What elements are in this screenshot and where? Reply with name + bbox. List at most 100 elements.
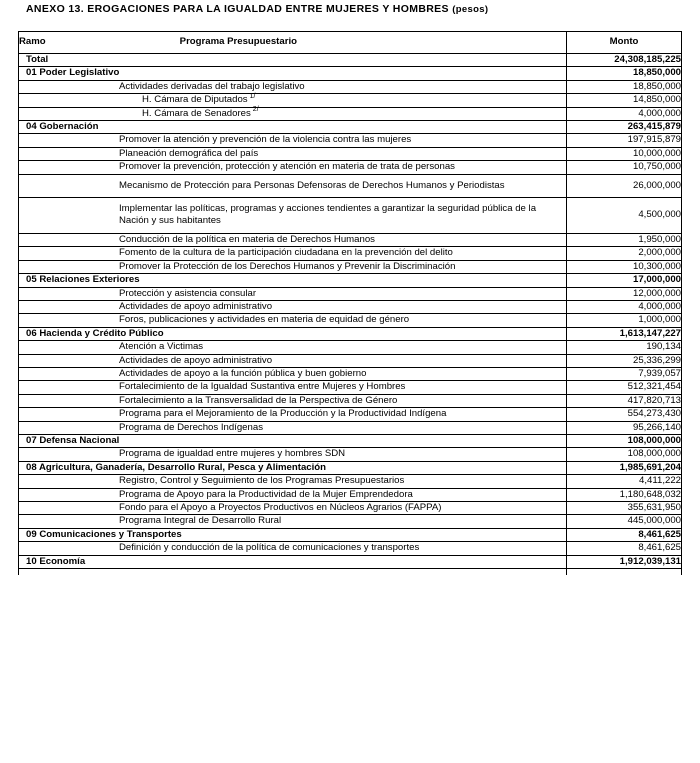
row-amount: 190,134 [566, 340, 682, 355]
table-row: 09 Comunicaciones y Transportes 8,461,625 [18, 528, 682, 543]
row-label-cell: Promover la Protección de los Derechos H… [18, 260, 567, 275]
page-title-text: ANEXO 13. EROGACIONES PARA LA IGUALDAD E… [26, 3, 449, 15]
table-row: 07 Defensa Nacional 108,000,000 [18, 434, 682, 449]
table-row: 05 Relaciones Exteriores 17,000,000 [18, 273, 682, 288]
table-row: Promover la atención y prevención de la … [18, 133, 682, 148]
row-label-cell: 05 Relaciones Exteriores [18, 273, 567, 288]
row-label-cell: Programa de igualdad entre mujeres y hom… [18, 447, 567, 462]
row-label-cell: 06 Hacienda y Crédito Público [18, 327, 567, 342]
table-row: H. Cámara de Senadores 2/4,000,000 [18, 106, 682, 122]
table-row: Promover la Protección de los Derechos H… [18, 260, 682, 275]
row-label-cell: Fondo para el Apoyo a Proyectos Producti… [18, 501, 567, 516]
table-row: Implementar las políticas, programas y a… [18, 197, 682, 234]
row-label: Fondo para el Apoyo a Proyectos Producti… [119, 502, 442, 513]
row-amount: 417,820,713 [566, 394, 682, 409]
table-header-row: Ramo Programa Presupuestario Monto [18, 31, 682, 54]
row-label: Definición y conducción de la política d… [119, 542, 420, 554]
table-row: 04 Gobernación 263,415,879 [18, 120, 682, 135]
row-amount: 26,000,000 [566, 174, 682, 199]
row-label-cell: Programa de Apoyo para la Productividad … [18, 488, 567, 503]
row-label-cell: Total [18, 53, 567, 68]
row-label-cell: Actividades de apoyo administrativo [18, 300, 567, 315]
row-amount: 355,631,950 [566, 501, 682, 516]
row-amount: 10,750,000 [566, 160, 682, 175]
row-amount: 25,336,299 [566, 354, 682, 368]
row-label-cell: Definición y conducción de la política d… [18, 541, 567, 556]
row-amount: 263,415,879 [566, 120, 682, 135]
row-label: Actividades derivadas del trabajo legisl… [119, 80, 305, 92]
row-amount: 1,180,648,032 [566, 488, 682, 503]
row-label-cell: Actividades derivadas del trabajo legisl… [18, 80, 567, 95]
row-amount: 4,500,000 [566, 197, 682, 234]
row-amount: 108,000,000 [566, 434, 682, 449]
row-amount: 1,000,000 [566, 313, 682, 328]
row-label: Programa de igualdad entre mujeres y hom… [119, 448, 346, 460]
row-label-cell: H. Cámara de Diputados 1/ [18, 93, 567, 108]
table-row: Promover la prevención, protección y ate… [18, 160, 682, 175]
row-label-cell: Implementar las políticas, programas y a… [18, 197, 567, 234]
row-label-cell: Foros, publicaciones y actividades en ma… [18, 313, 567, 328]
table-row: Total 24,308,185,225 [18, 53, 682, 68]
row-amount: 8,461,625 [566, 541, 682, 556]
row-label-cell: 04 Gobernación [18, 120, 567, 135]
table-row: Fomento de la cultura de la participació… [18, 246, 682, 261]
row-label-cell: 10 Economía [18, 555, 567, 570]
row-label: 06 Hacienda y Crédito Público [26, 327, 164, 339]
column-header-monto: Monto [566, 31, 682, 54]
row-label: Programa para el Mejoramiento de la Prod… [119, 408, 447, 420]
row-amount: 4,411,222 [566, 474, 682, 489]
row-amount: 1,950,000 [566, 233, 682, 248]
row-label: 04 Gobernación [26, 121, 99, 133]
row-amount: 108,000,000 [566, 447, 682, 462]
column-header-ramo: Ramo Programa Presupuestario [18, 31, 567, 54]
row-label-cell: Atención a Victimas [18, 340, 567, 355]
row-label: 01 Poder Legislativo [26, 67, 120, 79]
row-amount [566, 568, 682, 576]
row-amount: 554,273,430 [566, 407, 682, 422]
row-amount: 512,321,454 [566, 380, 682, 395]
table-row: Registro, Control y Seguimiento de los P… [18, 474, 682, 489]
table-body: Total 24,308,185,225 01 Poder Legislativo 1… [18, 53, 682, 576]
row-label-cell: Promover la atención y prevención de la … [18, 133, 567, 148]
table-row: Actividades de apoyo administrativo 25,33… [18, 354, 682, 368]
row-label: Planeación demográfica del país [119, 147, 259, 159]
row-label-cell: Planeación demográfica del país [18, 147, 567, 162]
row-amount: 1,912,039,131 [566, 555, 682, 570]
row-label-cell: Programa de Derechos Indígenas [18, 421, 567, 435]
row-label: Programa Integral de Desarrollo Rural [119, 515, 282, 527]
row-label: Conducción de la política en materia de … [119, 233, 375, 245]
row-label-cell: Actividades de apoyo a la función públic… [18, 367, 567, 382]
row-label: H. Cámara de Senadores [142, 107, 251, 119]
table-row: Foros, publicaciones y actividades en ma… [18, 313, 682, 328]
row-label-cell: 01 Poder Legislativo [18, 66, 567, 81]
table-row: Programa de Apoyo para la Productividad … [18, 488, 682, 503]
row-amount: 1,985,691,204 [566, 461, 682, 476]
row-amount: 4,000,000 [566, 300, 682, 315]
row-label: Promover la atención y prevención de la … [119, 134, 412, 146]
column-header-ramo-label: Ramo [19, 36, 46, 48]
row-amount: 8,461,625 [566, 528, 682, 543]
row-amount: 445,000,000 [566, 514, 682, 529]
row-label: Programa de Apoyo para la Productividad … [119, 488, 413, 500]
table-row: H. Cámara de Diputados 1/14,850,000 [18, 93, 682, 108]
row-label: Actividades de apoyo a la función públic… [119, 367, 367, 379]
table-header: Ramo Programa Presupuestario Monto [18, 31, 682, 54]
table-row: Programa para el Mejoramiento de la Prod… [18, 407, 682, 422]
row-label-cell: Mecanismo de Protección para Personas De… [18, 174, 567, 199]
row-label: Protección y asistencia consular [119, 287, 257, 299]
row-label-cell: Programa para el Mejoramiento de la Prod… [18, 407, 567, 422]
row-label: Fortalecimiento de la Igualdad Sustantiv… [119, 381, 406, 393]
row-label-cell: 08 Agricultura, Ganadería, Desarrollo Ru… [18, 461, 567, 476]
table-row: 06 Hacienda y Crédito Público 1,613,147,2… [18, 327, 682, 342]
row-label-cell: Fortalecimiento de la Igualdad Sustantiv… [18, 380, 567, 395]
table-row: Protección y asistencia consular 12,000,0… [18, 287, 682, 301]
row-label: Total [26, 54, 49, 65]
row-label-cell: 07 Defensa Nacional [18, 434, 567, 449]
table-row: Programa de igualdad entre mujeres y hom… [18, 447, 682, 462]
row-label-cell: Programa Integral de Desarrollo Rural [18, 514, 567, 529]
row-label-cell: Fortalecimiento a la Transversalidad de … [18, 394, 567, 409]
table-row: Mecanismo de Protección para Personas De… [18, 174, 682, 199]
row-amount: 197,915,879 [566, 133, 682, 148]
row-label-cell: Protección y asistencia consular [18, 287, 567, 301]
